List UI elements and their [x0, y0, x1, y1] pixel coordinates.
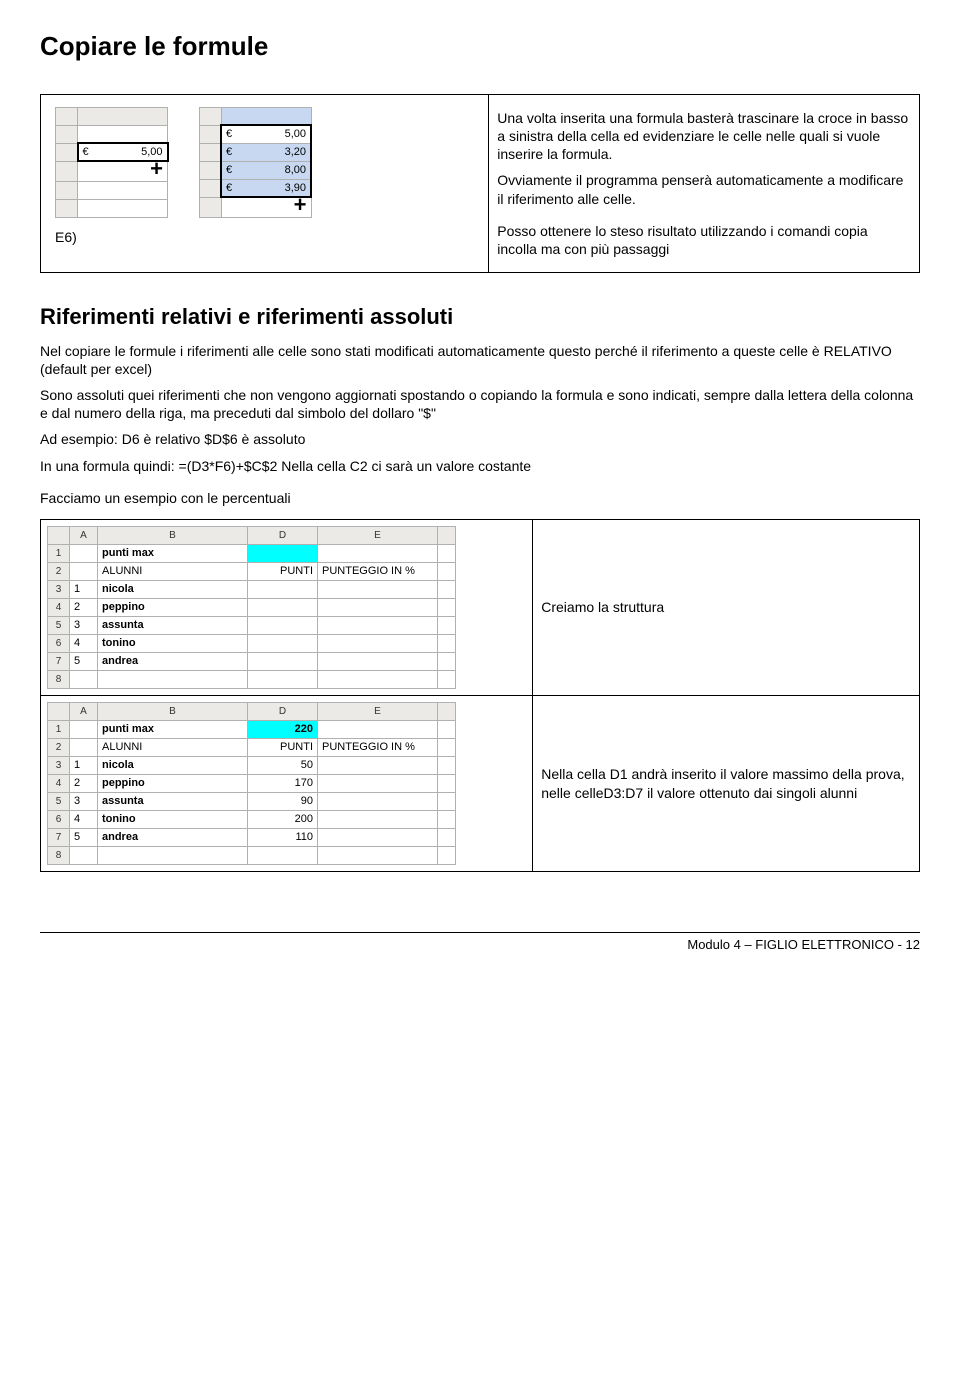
section1-p1: Una volta inserita una formula basterà t… — [497, 109, 911, 164]
section1-p3: Posso ottenere lo steso risultato utiliz… — [497, 222, 911, 258]
heading-references: Riferimenti relativi e riferimenti assol… — [40, 303, 920, 332]
figure-left-cells: € 5,00 + — [55, 107, 169, 218]
example-caption-1: Creiamo la struttura — [541, 598, 911, 616]
euro-symbol: € — [83, 145, 89, 159]
section1-layout: € 5,00 + E6) €5,00 € — [40, 94, 920, 273]
drag-handle-icon: + — [150, 162, 163, 175]
example-caption-2: Nella cella D1 andrà inserito il valore … — [541, 765, 911, 801]
example-sheet-1: A B D E 1punti max 2ALUNNIPUNTIPUNTEGGIO… — [47, 526, 456, 689]
body-p2: Sono assoluti quei riferimenti che non v… — [40, 386, 920, 422]
body-p4: In una formula quindi: =(D3*F6)+$C$2 Nel… — [40, 457, 920, 475]
figure-copy-formula: € 5,00 + E6) €5,00 € — [49, 101, 480, 252]
examples-layout: A B D E 1punti max 2ALUNNIPUNTIPUNTEGGIO… — [40, 519, 920, 872]
figure-right-cells: €5,00 €3,20 €8,00 €3,90 + — [199, 107, 313, 218]
page-title: Copiare le formule — [40, 30, 920, 64]
body-p1: Nel copiare le formule i riferimenti all… — [40, 342, 920, 378]
drag-handle-icon: + — [294, 198, 307, 211]
section1-p2: Ovviamente il programma penserà automati… — [497, 171, 911, 207]
body-p3: Ad esempio: D6 è relativo $D$6 è assolut… — [40, 430, 920, 448]
example-sheet-2: A B D E 1punti max220 2ALUNNIPUNTIPUNTEG… — [47, 702, 456, 865]
sheet-tab-left: E6) — [55, 228, 169, 246]
body-p5: Facciamo un esempio con le percentuali — [40, 489, 920, 507]
page-footer: Modulo 4 – FIGLIO ELETTRONICO - 12 — [40, 932, 920, 954]
